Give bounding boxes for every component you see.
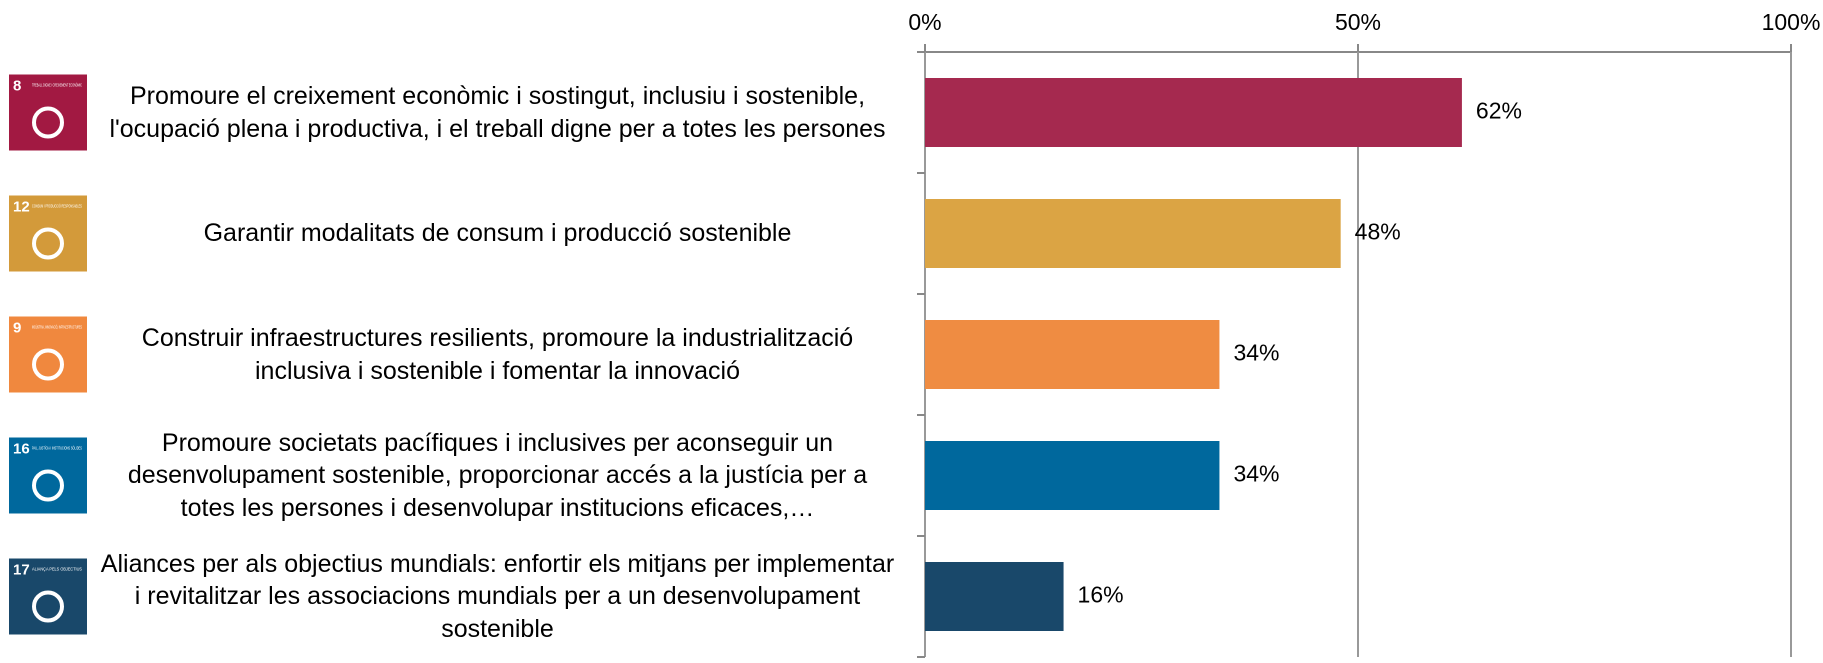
icon-glyph	[32, 348, 64, 381]
icon-label: CONSUM I PRODUCCIÓ RESPONSABLES	[32, 204, 82, 209]
icon-label: TREBALL DIGNE I CREIXEMENT ECONÒMIC	[32, 83, 82, 88]
sdg-icon: 17 ALIANÇA PELS OBJECTIUS	[9, 558, 87, 635]
category-label: Aliances per als objectius mundials: enf…	[100, 549, 895, 643]
icon-number: 9	[13, 319, 21, 336]
bar	[925, 78, 1462, 147]
value-label: 34%	[1233, 461, 1279, 487]
category-label: Garantir modalitats de consum i producci…	[203, 219, 792, 248]
value-label: 48%	[1355, 219, 1401, 245]
bar	[925, 199, 1341, 268]
icon-number: 16	[13, 440, 30, 457]
icon-glyph	[32, 227, 64, 260]
icon-number: 17	[13, 561, 30, 578]
x-tick-label: 50%	[1335, 9, 1381, 35]
category-label: Promoure el creixement econòmic i sostin…	[109, 82, 886, 143]
bar	[925, 441, 1220, 510]
category-label: Construir infraestructures resilients, p…	[141, 324, 854, 385]
x-tick-label: 0%	[908, 9, 941, 35]
icon-label: ALIANÇA PELS OBJECTIUS	[32, 567, 82, 572]
icon-number: 8	[13, 77, 21, 94]
value-label: 34%	[1233, 340, 1279, 366]
icon-glyph	[32, 469, 64, 502]
icon-label: PAU, JUSTÍCIA I INSTITUCIONS SÒLIDES	[32, 446, 82, 451]
value-label: 16%	[1078, 582, 1124, 608]
sdg-icon: 12 CONSUM I PRODUCCIÓ RESPONSABLES	[9, 195, 87, 272]
bar	[925, 562, 1064, 631]
sdg-icon: 8 TREBALL DIGNE I CREIXEMENT ECONÒMIC	[9, 74, 87, 151]
icon-number: 12	[13, 198, 30, 215]
category-label: Promoure societats pacífiques i inclusiv…	[127, 428, 868, 522]
value-label: 62%	[1476, 98, 1522, 124]
x-tick-label: 100%	[1762, 9, 1821, 35]
sdg-icon: 16 PAU, JUSTÍCIA I INSTITUCIONS SÒLIDES	[9, 437, 87, 514]
bar	[925, 320, 1220, 389]
icon-label: INDÚSTRIA, INNOVACIÓ, INFRAESTRUCTURES	[32, 325, 82, 330]
icon-glyph	[32, 590, 64, 623]
sdg-icon: 9 INDÚSTRIA, INNOVACIÓ, INFRAESTRUCTURES	[9, 316, 87, 393]
icon-glyph	[32, 106, 64, 139]
